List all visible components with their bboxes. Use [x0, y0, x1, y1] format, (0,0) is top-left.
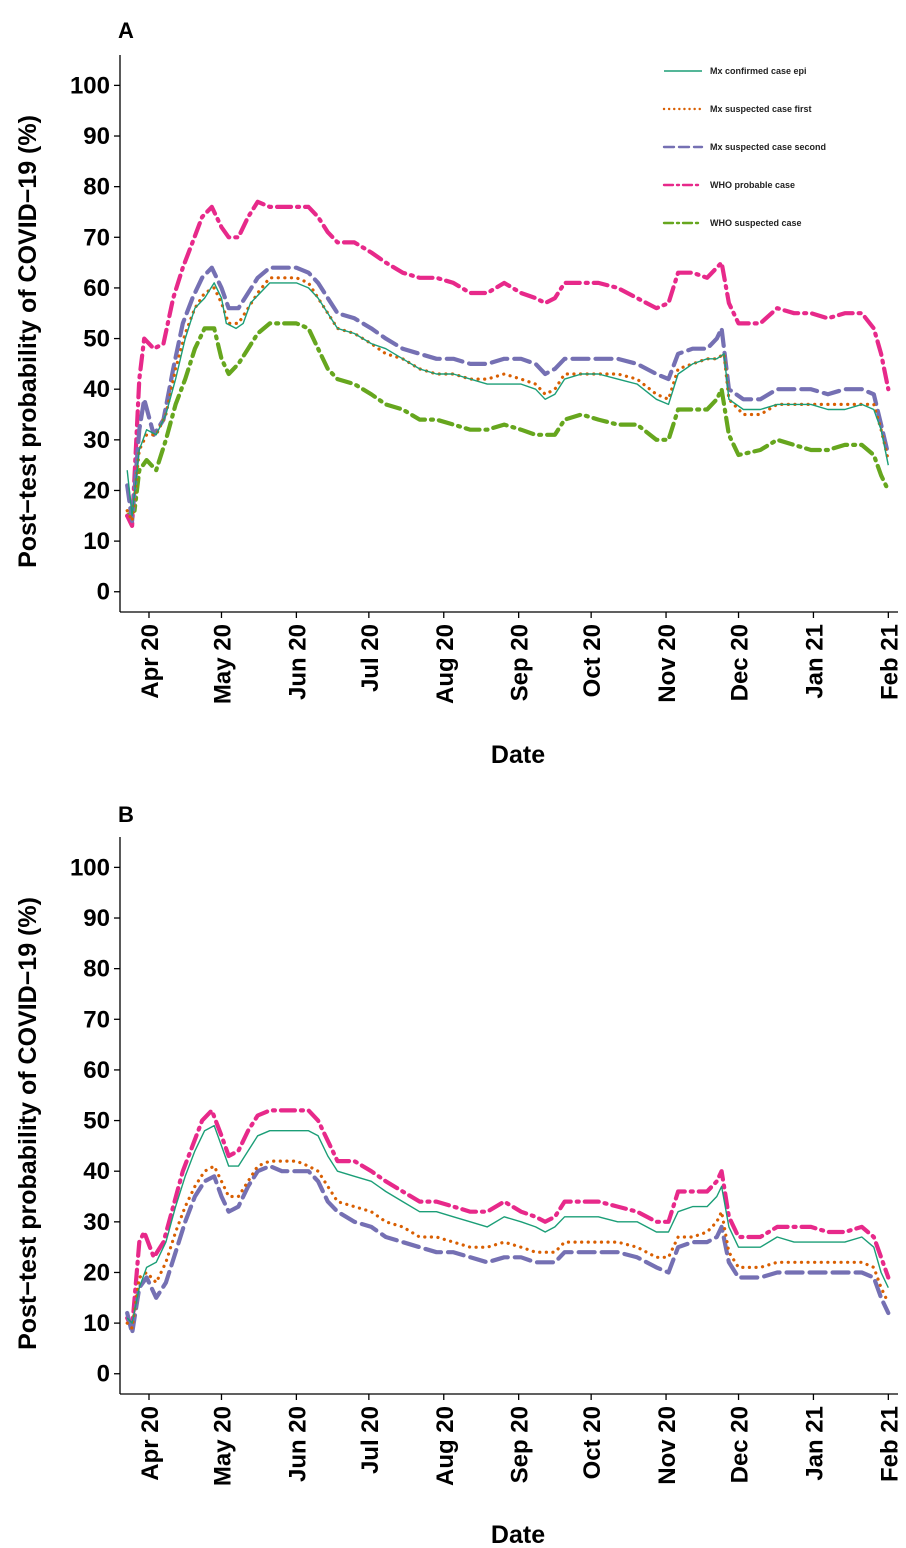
- panel-a-x-tick-label: Apr 20: [137, 624, 164, 699]
- panel-a-y-tick-label: 40: [83, 376, 110, 403]
- panel-a-series-who-probable-case: [125, 199, 891, 528]
- panel-a-y-tick-label: 90: [83, 123, 110, 150]
- panel-a-x-tick-label: Oct 20: [579, 624, 606, 697]
- panel-b-x-tick-label: Aug 20: [432, 1406, 459, 1486]
- panel-a: A 0 10 20 30 40 50 60 70 80 90 100 Apr 20 May 20 Jun …: [14, 18, 903, 769]
- legend-label: Mx suspected case first: [710, 104, 812, 114]
- panel-a-label: A: [118, 18, 134, 43]
- panel-b-plot: 0 10 20 30 40 50 60 70 80 90 100 Apr 20 May 20 Jun 20…: [70, 837, 903, 1486]
- panel-b-series-mx-confirmed-case-epi: [126, 1124, 889, 1324]
- panel-b-y-tick-label: 60: [83, 1057, 110, 1084]
- panel-b-y-axis-title: Post−test probability of COVID−19 (%): [14, 897, 42, 1350]
- panel-a-plot: 0 10 20 30 40 50 60 70 80 90 100 Apr 20 May 20 Jun 20…: [70, 55, 903, 704]
- panel-b-x-tick-label: Dec 20: [727, 1406, 754, 1483]
- panel-b-y-tick-label: 30: [83, 1209, 110, 1236]
- panel-a-y-tick-label: 100: [70, 72, 110, 99]
- panel-a-y-tick-label: 0: [97, 579, 110, 606]
- panel-a-y-tick-label: 50: [83, 326, 110, 353]
- panel-b-x-tick-label: Jan 21: [801, 1406, 828, 1481]
- panel-a-x-tick-label: Dec 20: [727, 624, 754, 701]
- panel-b-label: B: [118, 802, 134, 827]
- panel-a-series-mx-suspected-case-second: [125, 265, 891, 523]
- panel-b-x-tick-label: Apr 20: [137, 1406, 164, 1481]
- panel-b-y-tick-label: 50: [83, 1108, 110, 1135]
- panel-a-x-tick-label: Jun 20: [284, 624, 311, 700]
- legend-item-who-probable-case: WHO probable case: [662, 180, 795, 190]
- panel-b-x-tick-label: Nov 20: [654, 1406, 681, 1485]
- legend-label: Mx confirmed case epi: [710, 66, 807, 76]
- panel-b-series-who-probable-case: [125, 1108, 891, 1331]
- legend-item-mx-suspected-case-first: Mx suspected case first: [662, 104, 812, 114]
- legend-item-mx-confirmed-case-epi: Mx confirmed case epi: [664, 66, 807, 76]
- panel-b-y-tick-label: 10: [83, 1310, 110, 1337]
- panel-b-x-axis-title: Date: [491, 1521, 545, 1548]
- legend-label: WHO probable case: [710, 180, 795, 190]
- panel-b-y-tick-label: 40: [83, 1158, 110, 1185]
- panel-a-x-tick-label: Jul 20: [357, 624, 384, 692]
- panel-b-series-mx-suspected-case-first: [125, 1159, 890, 1330]
- panel-a-x-tick-label: Sep 20: [507, 624, 534, 701]
- panel-a-series-mx-suspected-case-first: [125, 276, 890, 523]
- panel-a-y-tick-label: 20: [83, 477, 110, 504]
- panel-b-x-tick-label: Jul 20: [357, 1406, 384, 1474]
- panel-b: B 0 10 20 30 40 50 60 70 80 90 100 Apr 20 May 20 Jun …: [14, 802, 903, 1548]
- panel-b-x-tick-label: Oct 20: [579, 1406, 606, 1479]
- panel-b-x-tick-label: Feb 21: [876, 1406, 903, 1482]
- panel-b-y-tick-label: 70: [83, 1006, 110, 1033]
- panel-a-x-tick-label: Nov 20: [654, 624, 681, 703]
- panel-a-y-tick-label: 80: [83, 174, 110, 201]
- panel-a-y-axis-title: Post−test probability of COVID−19 (%): [14, 115, 42, 568]
- legend-item-who-suspected-case: WHO suspected case: [662, 218, 802, 228]
- panel-b-y-tick-label: 0: [97, 1361, 110, 1388]
- panel-a-x-tick-label: Aug 20: [432, 624, 459, 704]
- legend-label: Mx suspected case second: [710, 142, 826, 152]
- panel-b-series-mx-suspected-case-second: [125, 1164, 891, 1336]
- panel-a-y-tick-label: 30: [83, 427, 110, 454]
- panel-b-y-tick-label: 100: [70, 854, 110, 881]
- panel-a-series-mx-confirmed-case-epi: [126, 282, 889, 517]
- legend: Mx confirmed case epi Mx suspected case f…: [662, 66, 826, 228]
- legend-label: WHO suspected case: [710, 218, 802, 228]
- panel-a-x-tick-label: Feb 21: [876, 624, 903, 700]
- panel-a-x-tick-label: May 20: [209, 624, 236, 704]
- panel-b-y-tick-label: 90: [83, 905, 110, 932]
- panel-a-y-tick-label: 10: [83, 528, 110, 555]
- panel-a-x-axis-title: Date: [491, 741, 545, 769]
- panel-a-x-tick-label: Jan 21: [801, 624, 828, 699]
- panel-a-y-tick-label: 70: [83, 224, 110, 251]
- panel-a-series-who-suspected-case: [125, 321, 891, 518]
- panel-b-x-tick-label: May 20: [209, 1406, 236, 1486]
- panel-a-y-tick-label: 60: [83, 275, 110, 302]
- legend-item-mx-suspected-case-second: Mx suspected case second: [662, 142, 826, 152]
- panel-b-y-tick-label: 20: [83, 1259, 110, 1286]
- panel-b-y-tick-label: 80: [83, 956, 110, 983]
- panel-b-x-tick-label: Sep 20: [507, 1406, 534, 1483]
- panel-b-x-tick-label: Jun 20: [284, 1406, 311, 1482]
